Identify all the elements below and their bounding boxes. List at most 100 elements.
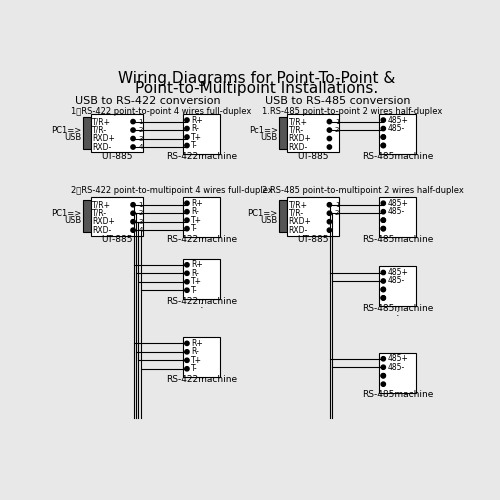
Circle shape bbox=[131, 128, 135, 132]
Circle shape bbox=[185, 366, 189, 371]
Text: USB: USB bbox=[64, 134, 82, 142]
Text: :: : bbox=[200, 300, 203, 310]
Bar bbox=[287, 114, 340, 152]
Text: Point-to-Multipoint Installations.: Point-to-Multipoint Installations. bbox=[134, 81, 378, 96]
Circle shape bbox=[381, 218, 386, 222]
Text: T+: T+ bbox=[191, 216, 202, 224]
Text: R-: R- bbox=[191, 207, 198, 216]
Text: T-: T- bbox=[191, 141, 198, 150]
Circle shape bbox=[185, 126, 189, 130]
Text: R-: R- bbox=[191, 348, 198, 356]
Text: 485+: 485+ bbox=[387, 198, 408, 207]
Text: PC1=>: PC1=> bbox=[51, 126, 82, 136]
Circle shape bbox=[327, 120, 332, 124]
Text: 2.RS-485 point-to-multipoint 2 wires half-duplex: 2.RS-485 point-to-multipoint 2 wires hal… bbox=[262, 186, 464, 194]
Circle shape bbox=[185, 341, 189, 345]
Text: 485+: 485+ bbox=[387, 116, 408, 124]
Text: RXD+: RXD+ bbox=[92, 134, 115, 143]
Text: T-: T- bbox=[191, 224, 198, 233]
Bar bbox=[280, 200, 287, 232]
Circle shape bbox=[381, 144, 386, 148]
Circle shape bbox=[381, 374, 386, 378]
Circle shape bbox=[185, 218, 189, 222]
Text: 2: 2 bbox=[138, 210, 143, 216]
Text: R-: R- bbox=[191, 269, 198, 278]
Text: UT-885: UT-885 bbox=[101, 235, 132, 244]
Circle shape bbox=[381, 126, 386, 130]
Text: R-: R- bbox=[191, 124, 198, 133]
Bar bbox=[380, 352, 416, 393]
Text: RS-485machine: RS-485machine bbox=[362, 304, 434, 313]
Circle shape bbox=[381, 118, 386, 122]
Text: T/R+: T/R+ bbox=[92, 200, 111, 209]
Bar bbox=[183, 114, 220, 154]
Circle shape bbox=[185, 226, 189, 231]
Text: 4: 4 bbox=[138, 144, 143, 150]
Text: 2: 2 bbox=[335, 210, 339, 216]
Circle shape bbox=[185, 358, 189, 362]
Text: R+: R+ bbox=[191, 339, 202, 348]
Circle shape bbox=[185, 262, 189, 267]
Text: T/R-: T/R- bbox=[92, 208, 108, 218]
Bar bbox=[90, 197, 143, 235]
Text: 2、RS-422 point-to-multipoint 4 wires full-duplex: 2、RS-422 point-to-multipoint 4 wires ful… bbox=[72, 186, 274, 194]
Circle shape bbox=[381, 296, 386, 300]
Text: T/R+: T/R+ bbox=[288, 117, 308, 126]
Circle shape bbox=[381, 201, 386, 205]
Circle shape bbox=[327, 220, 332, 224]
Circle shape bbox=[381, 270, 386, 274]
Text: :: : bbox=[396, 308, 400, 318]
Circle shape bbox=[327, 145, 332, 149]
Circle shape bbox=[327, 136, 332, 140]
Text: RXD+: RXD+ bbox=[288, 134, 312, 143]
Circle shape bbox=[185, 210, 189, 214]
Text: RS-422machine: RS-422machine bbox=[166, 296, 237, 306]
Circle shape bbox=[381, 288, 386, 292]
Text: T/R-: T/R- bbox=[288, 126, 304, 134]
Circle shape bbox=[131, 145, 135, 149]
Text: T+: T+ bbox=[191, 132, 202, 141]
Circle shape bbox=[327, 228, 332, 232]
Text: T/R+: T/R+ bbox=[92, 117, 111, 126]
Text: 485-: 485- bbox=[387, 276, 404, 285]
Circle shape bbox=[327, 211, 332, 216]
Circle shape bbox=[185, 280, 189, 284]
Text: 485-: 485- bbox=[387, 362, 404, 372]
Text: T/R-: T/R- bbox=[288, 208, 304, 218]
Circle shape bbox=[381, 226, 386, 231]
Circle shape bbox=[185, 271, 189, 276]
Circle shape bbox=[381, 144, 386, 148]
Text: RS-485machine: RS-485machine bbox=[362, 235, 434, 244]
Circle shape bbox=[185, 144, 189, 148]
Bar bbox=[183, 197, 220, 237]
Circle shape bbox=[327, 202, 332, 207]
Text: T+: T+ bbox=[191, 278, 202, 286]
Text: T-: T- bbox=[191, 364, 198, 374]
Text: 485+: 485+ bbox=[387, 268, 408, 277]
Bar bbox=[83, 117, 90, 150]
Text: RS-485machine: RS-485machine bbox=[362, 390, 434, 400]
Text: RXD+: RXD+ bbox=[92, 217, 115, 226]
Circle shape bbox=[185, 350, 189, 354]
Circle shape bbox=[185, 135, 189, 139]
Text: RS-422machine: RS-422machine bbox=[166, 375, 237, 384]
Circle shape bbox=[131, 136, 135, 140]
Text: PC1=>: PC1=> bbox=[248, 210, 278, 218]
Circle shape bbox=[185, 118, 189, 122]
Bar bbox=[90, 114, 143, 152]
Text: 3: 3 bbox=[138, 218, 143, 224]
Text: T/R+: T/R+ bbox=[288, 200, 308, 209]
Text: R+: R+ bbox=[191, 260, 202, 270]
Text: 3: 3 bbox=[138, 136, 143, 141]
Text: Pc1=>: Pc1=> bbox=[249, 126, 278, 136]
Text: 1: 1 bbox=[335, 118, 340, 124]
Text: T/R-: T/R- bbox=[92, 126, 108, 134]
Text: PC1=>: PC1=> bbox=[51, 210, 82, 218]
Text: USB: USB bbox=[260, 134, 278, 142]
Text: RXD-: RXD- bbox=[92, 226, 112, 234]
Bar bbox=[183, 258, 220, 298]
Text: UT-885: UT-885 bbox=[298, 152, 329, 161]
Text: 1、RS-422 point-to-point 4 wires full-duplex: 1、RS-422 point-to-point 4 wires full-dup… bbox=[72, 107, 252, 116]
Circle shape bbox=[381, 296, 386, 300]
Circle shape bbox=[131, 120, 135, 124]
